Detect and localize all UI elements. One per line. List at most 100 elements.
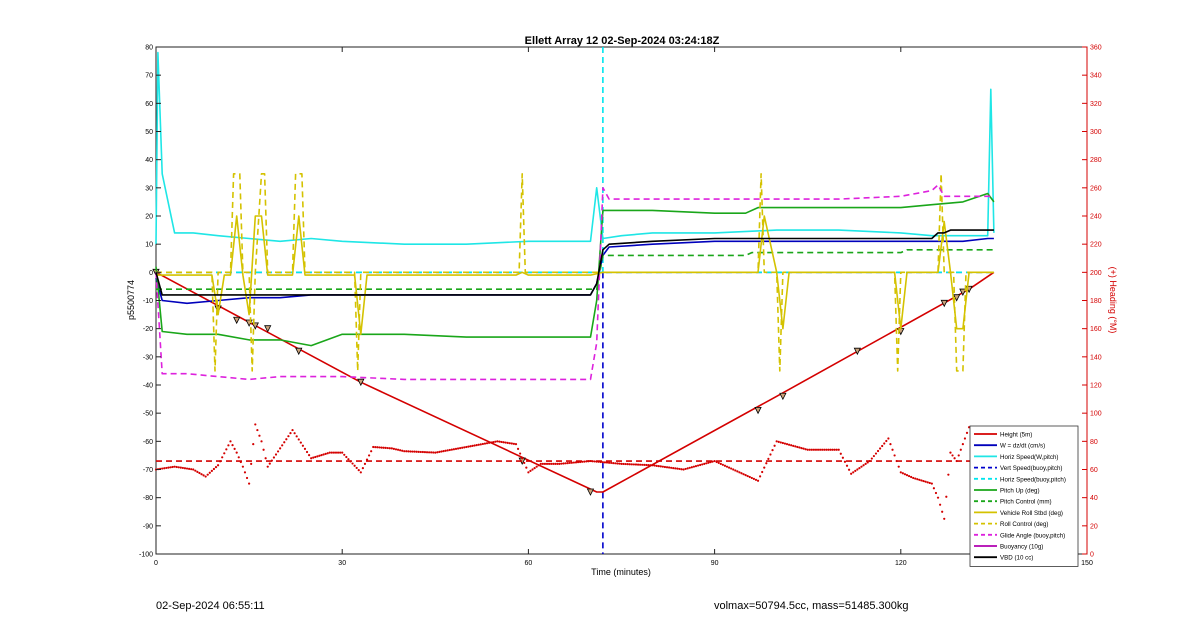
- heading-dot: [829, 448, 832, 451]
- series-group: [152, 47, 995, 554]
- heading-dot: [783, 442, 787, 445]
- heading-dot: [680, 468, 683, 471]
- heading-dot: [814, 448, 818, 451]
- heading-dot: [847, 468, 851, 471]
- heading-dot: [374, 446, 377, 449]
- y-tick-label: 50: [145, 129, 153, 136]
- heading-dot: [653, 464, 656, 467]
- heading-dot: [928, 481, 931, 485]
- y2-tick-label: 340: [1090, 73, 1102, 80]
- heading-dot: [477, 443, 480, 446]
- heading-dot: [696, 464, 700, 467]
- heading-dot: [541, 462, 544, 465]
- heading-dot: [603, 461, 607, 464]
- heading-dot: [891, 448, 894, 451]
- heading-dot: [452, 448, 456, 451]
- heading-dot: [796, 445, 799, 449]
- heading-dot: [713, 459, 716, 463]
- footer-timestamp: 02-Sep-2024 06:55:11: [156, 600, 265, 612]
- heading-dot: [320, 454, 323, 457]
- y2-tick-label: 240: [1090, 214, 1102, 221]
- heading-dot: [231, 443, 234, 447]
- heading-dot: [831, 448, 834, 451]
- heading-dot: [233, 447, 236, 450]
- heading-dot: [289, 432, 292, 435]
- y-tick-label: 20: [145, 214, 153, 221]
- y-tick-label: 70: [145, 73, 153, 80]
- heading-dot: [405, 450, 408, 453]
- heading-dot: [699, 463, 702, 467]
- height-marker: [357, 378, 365, 387]
- heading-dot: [305, 450, 309, 454]
- heading-dot: [558, 462, 561, 465]
- height-marker: [779, 392, 787, 401]
- heading-dot: [676, 467, 679, 470]
- heading-dot: [719, 462, 722, 465]
- heading-dot: [674, 467, 677, 470]
- heading-dot: [624, 462, 627, 466]
- legend-label: Glide Angle (buoy,pitch): [1000, 532, 1065, 539]
- heading-dot: [543, 462, 547, 465]
- heading-dot: [419, 450, 422, 454]
- heading-dot: [742, 473, 745, 476]
- heading-dot: [939, 503, 942, 506]
- y-tick-label: -80: [143, 495, 153, 502]
- heading-dot: [417, 450, 420, 453]
- heading-dot: [258, 434, 261, 437]
- heading-dot: [852, 471, 855, 474]
- heading-dot: [903, 473, 907, 476]
- heading-dot: [533, 466, 536, 470]
- heading-dot: [605, 461, 609, 464]
- y2-tick-label: 20: [1090, 523, 1098, 530]
- heading-dot: [564, 462, 567, 465]
- heading-dot: [804, 448, 807, 451]
- heading-dot: [161, 467, 164, 470]
- heading-dot: [475, 443, 478, 447]
- heading-dot: [800, 446, 803, 450]
- heading-dot: [761, 470, 764, 474]
- heading-dot: [601, 461, 604, 464]
- heading-dot: [678, 467, 681, 471]
- heading-dot: [448, 448, 451, 452]
- heading-dot: [382, 446, 385, 449]
- y2-tick-label: 280: [1090, 157, 1102, 164]
- height-marker: [853, 347, 862, 356]
- heading-dot: [510, 442, 513, 445]
- heading-dot: [514, 443, 518, 446]
- heading-dot: [912, 476, 915, 480]
- heading-dot: [198, 471, 201, 475]
- heading-dot: [901, 472, 904, 475]
- y-tick-label: -20: [143, 326, 153, 333]
- heading-dot: [872, 454, 876, 458]
- heading-dot: [959, 448, 962, 451]
- heading-dot: [953, 457, 956, 460]
- heading-dot: [254, 423, 257, 426]
- heading-dot: [918, 478, 921, 481]
- heading-dot: [941, 510, 944, 513]
- heading-dot: [521, 457, 524, 460]
- heading-dot: [208, 471, 211, 474]
- heading-dot: [622, 462, 625, 466]
- heading-dot: [665, 466, 669, 469]
- x-tick-label: 150: [1081, 560, 1093, 567]
- heading-dot: [190, 468, 193, 471]
- heading-dot: [401, 449, 404, 452]
- series-line: [155, 271, 995, 493]
- heading-dot: [860, 465, 863, 468]
- heading-dot: [690, 466, 693, 469]
- x-tick-label: 30: [338, 560, 346, 567]
- heading-dot: [512, 442, 516, 445]
- heading-dot: [686, 467, 689, 470]
- heading-dot: [347, 458, 350, 461]
- heading-dot: [361, 466, 364, 470]
- heading-dot: [636, 463, 640, 466]
- heading-dot: [779, 441, 782, 444]
- y2-tick-label: 260: [1090, 185, 1102, 192]
- heading-dot: [467, 445, 470, 448]
- y-tick-label: -10: [143, 298, 153, 305]
- heading-dot: [326, 452, 329, 455]
- heading-dot: [883, 442, 886, 445]
- y-tick-label: -70: [143, 467, 153, 474]
- heading-dot: [560, 462, 563, 465]
- y2-tick-label: 300: [1090, 129, 1102, 136]
